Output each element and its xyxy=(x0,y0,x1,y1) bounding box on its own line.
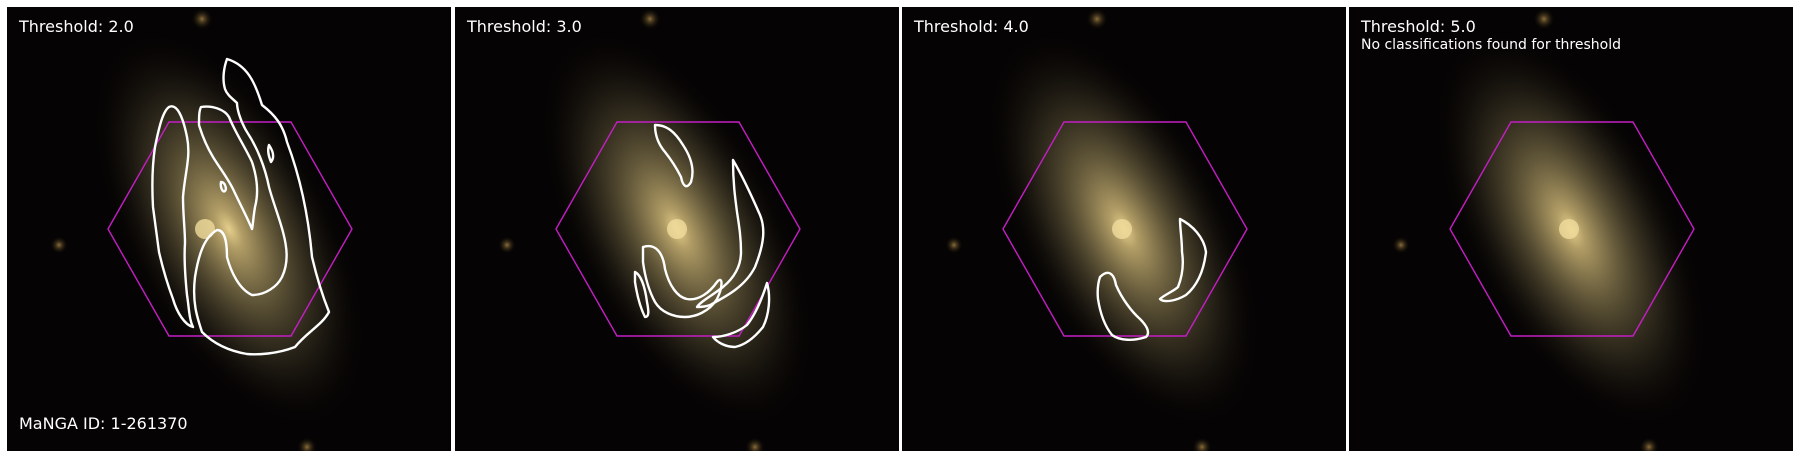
contour-lines xyxy=(151,57,331,356)
galaxy-image xyxy=(7,7,451,451)
galaxy-image xyxy=(1349,7,1793,451)
no-classifications-note: No classifications found for threshold xyxy=(1361,37,1621,53)
manga-id-label: MaNGA ID: 1-261370 xyxy=(19,414,188,433)
threshold-label: Threshold: 3.0 xyxy=(467,17,582,36)
contour-lines xyxy=(633,123,771,349)
ifu-hexagon xyxy=(1002,121,1248,337)
galaxy-image xyxy=(455,7,899,451)
panel-threshold-2: Threshold: 2.0 MaNGA ID: 1-261370 xyxy=(7,7,451,451)
contour-lines xyxy=(1096,217,1208,341)
threshold-label: Threshold: 4.0 xyxy=(914,17,1029,36)
galaxy-image xyxy=(902,7,1346,451)
panel-threshold-5: Threshold: 5.0 No classifications found … xyxy=(1349,7,1793,451)
ifu-hexagon xyxy=(107,121,353,337)
panel-threshold-3: Threshold: 3.0 xyxy=(455,7,899,451)
threshold-label: Threshold: 5.0 xyxy=(1361,17,1476,36)
ifu-hexagon xyxy=(555,121,801,337)
panel-threshold-4: Threshold: 4.0 xyxy=(902,7,1346,451)
threshold-label: Threshold: 2.0 xyxy=(19,17,134,36)
ifu-hexagon xyxy=(1449,121,1695,337)
